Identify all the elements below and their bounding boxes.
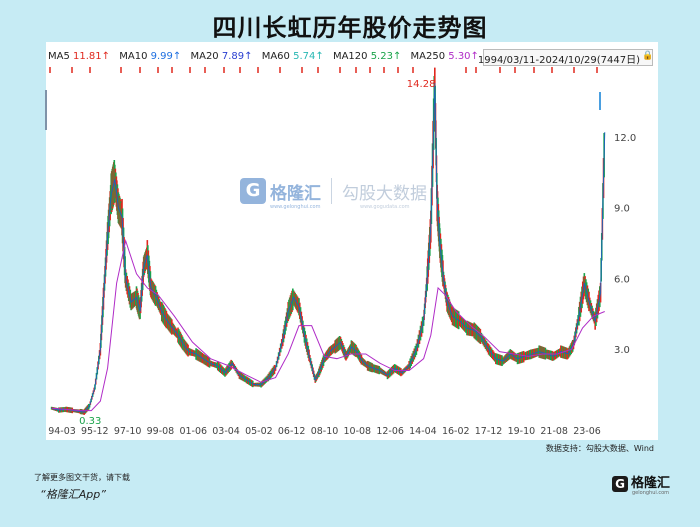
ma-value: 7.89↑ [221,51,253,62]
ma-item: MA60 5.74↑ [262,51,324,62]
ma-item: MA120 5.23↑ [333,51,401,62]
ma-label: MA20 [190,51,219,62]
ma-item: MA10 9.99↑ [119,51,181,62]
ma-label: MA250 [410,51,446,62]
x-tick-label: 23-06 [573,426,601,437]
price-line [51,83,606,413]
x-tick-label: 17-12 [475,426,503,437]
y-tick-label: 12.0 [614,133,636,144]
annotation-label: 14.28 [407,79,436,90]
x-tick-label: 12-06 [376,426,404,437]
gelonghui-logo-icon: G [240,178,266,204]
lock-icon[interactable]: 🔒 [642,51,654,61]
y-tick-label: 9.0 [614,204,630,215]
x-tick-label: 21-08 [540,426,568,437]
ma-label: MA10 [119,51,148,62]
y-tick-label: 6.0 [614,274,630,285]
data-source: 数据支持：勾股大数据、Wind [545,444,654,453]
ma-value: 5.23↑ [370,51,402,62]
x-tick-label: 16-02 [442,426,470,437]
ma-label: MA5 [48,51,70,62]
watermark-divider [331,178,332,204]
watermark: G 格隆汇 勾股大数据 www.gelonghui.com www.gogudata… [240,178,427,210]
footer-app-name: “格隆汇App” [40,488,106,501]
watermark-brand2: 勾股大数据 [342,183,427,204]
y-tick-label: 3.0 [614,345,630,356]
x-tick-label: 97-10 [114,426,142,437]
ma-value: 9.99↑ [150,51,182,62]
x-tick-label: 99-08 [147,426,175,437]
page-title: 四川长虹历年股价走势图 [212,14,488,42]
ma-item: MA20 7.89↑ [190,51,252,62]
watermark-brand2-sub: www.gogudata.com [360,204,410,210]
gelonghui-logo-icon: G [612,475,628,492]
footer-logo-sub: gelonghui.com [632,489,670,496]
date-range: 1994/03/11-2024/10/29(7447日) [477,55,640,66]
x-tick-label: 01-06 [179,426,207,437]
x-tick-label: 14-04 [409,426,437,437]
footer-logo-text: 格隆汇 [631,476,671,491]
x-tick-label: 03-04 [212,426,240,437]
watermark-logo-sub: www.gelonghui.com [270,204,321,210]
ma250-line [51,238,605,412]
x-tick-label: 06-12 [278,426,306,437]
ma-label: MA120 [332,51,368,62]
footer-logo: G 格隆汇 gelonghui.com [612,472,671,496]
x-tick-label: 10-08 [344,426,372,437]
x-tick-label: 19-10 [508,426,536,437]
ma-indicator-bar: MA5 11.81↑ MA10 9.99↑ MA20 7.89↑ MA60 5.… [48,51,658,67]
x-tick-label: 08-10 [311,426,339,437]
ma-value: 11.81↑ [73,51,111,62]
ma-item: MA250 5.30↑ [411,51,479,62]
x-tick-label: 94-03 [48,426,76,437]
ma-value: 5.30↑ [448,51,479,62]
date-range-box[interactable] [483,49,653,66]
footer-download-hint: 了解更多图文干货，请下载 [34,473,130,482]
ma-label: MA60 [261,51,290,62]
x-tick-label: 05-02 [245,426,273,437]
watermark-logo-text: 格隆汇 [270,183,321,204]
annotation-label: 0.33 [79,416,101,427]
ma-value: 5.74↑ [293,51,324,62]
ma-item: MA5 11.81↑ [48,51,110,62]
x-tick-label: 95-12 [81,426,109,437]
